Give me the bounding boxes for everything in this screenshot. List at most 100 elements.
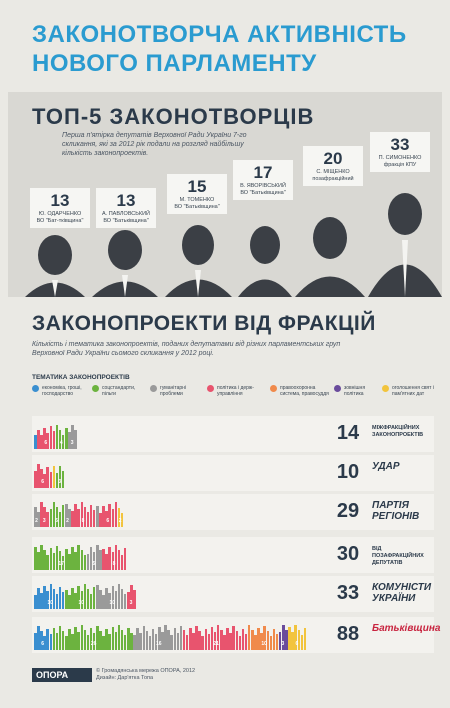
bill-bar [55,594,59,609]
bill-bar [65,636,68,650]
main-title: ЗАКОНОТВОРЧА АКТИВНІСТЬ НОВОГО ПАРЛАМЕНТ… [32,20,432,78]
bill-bar [130,633,133,650]
bill-bar [49,426,52,449]
fraction-row: 6 26 16 21 10 3 6 88 Батьківщина [32,617,440,653]
deputy-count: 20 [323,149,343,168]
segment-count-label: 6 [41,479,45,485]
bill-bar [77,545,80,570]
bill-bar [89,594,93,609]
fraction-count: 88 [336,623,360,645]
legend-item: соцстандарти, пільги [92,385,150,397]
legend-swatch [32,385,39,392]
bill-bar [114,632,118,650]
deputy-count: 15 [187,177,207,196]
segment-count-label: 2 [35,518,38,524]
bill-bar [117,508,121,527]
bill-bar [49,509,52,527]
segment-count-label: 3 [281,641,285,647]
bill-bar [43,550,46,570]
deputy-count: 17 [253,163,273,182]
bill-bar [117,625,121,650]
bill-bar [207,634,211,650]
footer-credits: © Громадянська мережа ОПОРА, 2012 Дизайн… [96,668,195,682]
bill-bar [266,631,269,650]
segment-count-label: 16 [156,641,162,647]
bill-bar [71,634,74,650]
bill-bar [68,595,71,609]
bill-bar [114,545,118,570]
bill-bar [52,589,56,609]
bill-bar [114,591,118,609]
segment-count-label: 6 [44,440,48,446]
bill-bar [65,590,68,609]
deputy-card-5: 20 С. МІЩЕНКО позафракційний [303,146,363,186]
legend-swatch [270,385,277,392]
bill-bar [210,627,214,650]
bill-bar [80,591,83,609]
bill-bar [223,635,226,650]
deputy-party: ВО "Бат-тківщина" [36,218,84,224]
bill-bar [282,625,285,650]
deputy-card-2: 13 А. ПАВЛОВСЬКИЙ ВО "Батьківщина" [96,188,156,228]
fraction-label: ВІД ПОЗАФРАКЦІЙНИХ ДЕПУТАТІВ [372,546,424,566]
bill-bar [83,584,87,609]
bill-bar [164,625,167,650]
top5-title: ТОП-5 ЗАКОНОТВОРЦІВ [32,104,315,129]
bill-bar [179,626,183,650]
bill-bar [123,548,127,570]
legend-label: гуманітарні проблеми [160,385,187,397]
bill-bar [108,593,111,609]
deputy-name: М. ТОМЕНКО [179,197,215,203]
fractions-title: ЗАКОНОПРОЕКТИ ВІД ФРАКЦІЙ [32,312,376,335]
title-line-1: ЗАКОНОТВОРЧА АКТИВНІСТЬ [32,21,407,48]
bill-bar [74,593,77,609]
bill-bar [55,507,59,527]
bill-bar [288,627,291,650]
bill-bar [46,629,49,650]
bill-bar [123,635,127,650]
bill-bar [40,593,43,609]
segment-count-label: 2 [66,518,69,524]
bill-bar [61,631,65,650]
fraction-logo: КОМУНІСТИ УКРАЇНИ [372,582,432,604]
segment-count-label: 8 [81,518,85,524]
bill-bar [99,590,102,609]
top5-description: Перша п'ятірка депутатів Верховної Ради … [62,132,247,157]
segment-count-label: 26 [90,641,97,647]
legend-item: правоохоронна система, правосуддя [270,385,332,397]
legend-label: економіка, гроші, господарство [42,385,82,397]
bill-bar [251,630,254,650]
bill-bar [68,509,71,527]
bill-bar [46,591,49,609]
bill-bar [278,632,282,650]
bill-bar [89,628,93,650]
bill-bar [71,588,74,609]
bill-bar [108,504,111,527]
segment-count-label: 10 [109,600,116,606]
bill-bar [257,628,260,650]
legend-label: політика і держ-управління [217,385,254,397]
bill-bar [291,632,294,650]
bill-bar [89,547,93,570]
legend-item: оголошення свят і пам'ятних дат [382,385,442,397]
bill-bar [52,431,56,449]
opora-logo: ОПОРА [32,668,92,682]
bill-bar [55,633,59,650]
bill-bar [49,548,52,570]
legend-label: оголошення свят і пам'ятних дат [392,385,434,397]
bill-bar [96,506,99,527]
bill-bar [61,592,65,609]
bill-bar [294,625,297,650]
bill-bar [71,547,74,570]
bill-bar [34,595,37,609]
deputy-count: 33 [390,135,410,154]
segment-count-label: 17 [58,561,64,567]
bill-bar [105,588,108,609]
bill-bar [189,628,192,650]
bill-bar [154,634,158,650]
bill-bar [195,626,198,650]
bill-bar [185,635,189,650]
fraction-count: 33 [336,582,360,604]
bill-bar [120,513,124,527]
fraction-row: 6 4 3 14 МІЖФРАКЦІЙНИХ ЗАКОНОПРОЕКТІВ [32,416,434,452]
